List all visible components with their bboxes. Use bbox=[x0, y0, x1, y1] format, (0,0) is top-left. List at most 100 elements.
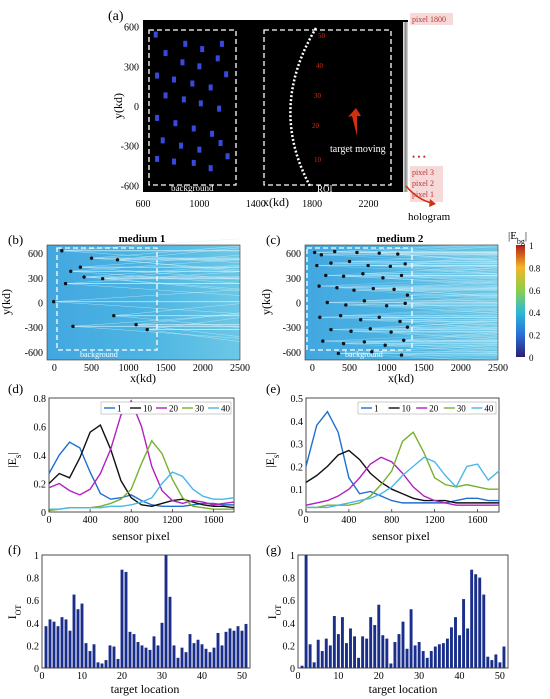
scattered-ray bbox=[351, 331, 499, 340]
panel-c: (c) medium 2 background 0 500 1000 1500 2000… bbox=[259, 230, 541, 385]
background-box-b bbox=[56, 247, 158, 351]
scattered-ray bbox=[147, 317, 241, 330]
x-axis-label-a: x(kd) bbox=[263, 195, 289, 209]
hologram-label: hologram bbox=[408, 211, 451, 223]
y-axis-label-d: |Es| bbox=[5, 452, 23, 468]
y-tick-label-a: -300 bbox=[121, 142, 139, 153]
scatterer-dot bbox=[338, 313, 343, 318]
bar bbox=[381, 635, 385, 668]
x-axis-label-c: x(kd) bbox=[388, 371, 414, 385]
bar bbox=[421, 651, 425, 668]
x-tick-label: 500 bbox=[84, 363, 99, 374]
series-line bbox=[48, 399, 235, 506]
y-axis-label-f: IOT bbox=[5, 605, 23, 620]
scattered-ray bbox=[113, 315, 241, 328]
bar bbox=[470, 569, 474, 668]
bar bbox=[417, 642, 421, 668]
bar bbox=[216, 632, 220, 668]
scatterer-marker bbox=[172, 158, 177, 165]
scattered-ray bbox=[403, 340, 499, 349]
scattered-ray bbox=[80, 254, 241, 268]
bar bbox=[184, 652, 188, 668]
x-tick-label: 2000 bbox=[451, 363, 471, 374]
scatterer-marker bbox=[198, 100, 203, 107]
y-tick-label: -600 bbox=[283, 348, 301, 359]
bar bbox=[52, 621, 56, 668]
scatterer-marker bbox=[180, 59, 185, 66]
scattered-ray bbox=[345, 296, 499, 306]
scattered-ray bbox=[407, 318, 499, 328]
bar bbox=[437, 644, 441, 668]
scatterer-dot bbox=[388, 264, 393, 269]
bar bbox=[361, 636, 365, 668]
x-tick-label: 1600 bbox=[203, 515, 223, 526]
scattered-ray bbox=[391, 331, 499, 341]
target-track bbox=[289, 27, 318, 187]
y-tick-label-a: 300 bbox=[124, 62, 139, 73]
bar bbox=[494, 654, 498, 668]
bar bbox=[349, 628, 352, 668]
bar bbox=[498, 662, 502, 668]
plot-frame bbox=[305, 397, 500, 513]
bar bbox=[377, 604, 381, 668]
panel-label-a: (a) bbox=[108, 9, 124, 24]
roi-label: ROI bbox=[317, 184, 333, 194]
scattered-ray bbox=[314, 252, 499, 261]
bar bbox=[108, 645, 112, 668]
background-box-c bbox=[306, 247, 413, 351]
scatterer-dot bbox=[318, 315, 322, 319]
bar bbox=[320, 651, 324, 668]
bar bbox=[204, 648, 208, 668]
bar bbox=[160, 622, 164, 668]
scatterer-marker bbox=[218, 140, 223, 147]
scatterer-dot bbox=[399, 273, 404, 278]
scattered-ray bbox=[353, 289, 499, 299]
panel-a: (a) 50 40 30 20 10 background ROI target mov… bbox=[108, 9, 453, 223]
scattered-ray bbox=[405, 263, 499, 273]
bar bbox=[132, 634, 136, 668]
bar bbox=[196, 639, 200, 668]
plot-frame bbox=[304, 244, 499, 361]
colorbar-tick-label: 0 bbox=[529, 353, 534, 363]
scatterer-dot bbox=[355, 250, 359, 255]
colorbar-tick-label: 1 bbox=[529, 241, 534, 251]
bar bbox=[68, 630, 72, 668]
legend-label: 40 bbox=[484, 404, 494, 414]
series-line bbox=[305, 449, 499, 504]
bar bbox=[482, 594, 486, 668]
plot-frame bbox=[48, 397, 235, 513]
bar bbox=[104, 660, 108, 668]
scatterer-dot bbox=[341, 274, 346, 278]
x-axis-label-e: sensor pixel bbox=[372, 529, 430, 543]
scattered-ray bbox=[330, 329, 499, 338]
x-tick-label: 30 bbox=[414, 671, 424, 682]
roi-box bbox=[263, 29, 392, 186]
scatterer-dot bbox=[69, 269, 73, 273]
scattered-ray bbox=[65, 271, 241, 284]
scene-image bbox=[143, 20, 408, 192]
scatterer-dot bbox=[315, 263, 319, 268]
scattered-ray bbox=[322, 332, 499, 342]
scatterer-marker bbox=[219, 40, 224, 47]
scatterer-dot bbox=[312, 250, 317, 255]
bar bbox=[212, 647, 216, 668]
scatterer-dot bbox=[115, 258, 120, 262]
bar bbox=[425, 657, 429, 668]
scattered-ray bbox=[397, 245, 499, 255]
scatterer-dot bbox=[134, 322, 138, 327]
x-tick-label: 400 bbox=[341, 515, 356, 526]
bar bbox=[405, 648, 409, 668]
colorbar-label-sub: bg bbox=[517, 237, 525, 246]
hologram-strip bbox=[403, 22, 408, 192]
scattered-ray bbox=[340, 307, 499, 316]
title-c: medium 2 bbox=[377, 233, 424, 245]
y-tick-label: 0.4 bbox=[283, 619, 296, 630]
scatterer-dot bbox=[335, 286, 339, 290]
y-axis-label-b: y(kd) bbox=[0, 289, 13, 315]
y-tick-label: 0.4 bbox=[34, 451, 47, 462]
bar bbox=[365, 638, 369, 668]
scattered-ray bbox=[351, 323, 499, 332]
series-line bbox=[305, 456, 499, 506]
scatterer-dot bbox=[405, 325, 410, 329]
legend-label: 30 bbox=[195, 404, 205, 414]
